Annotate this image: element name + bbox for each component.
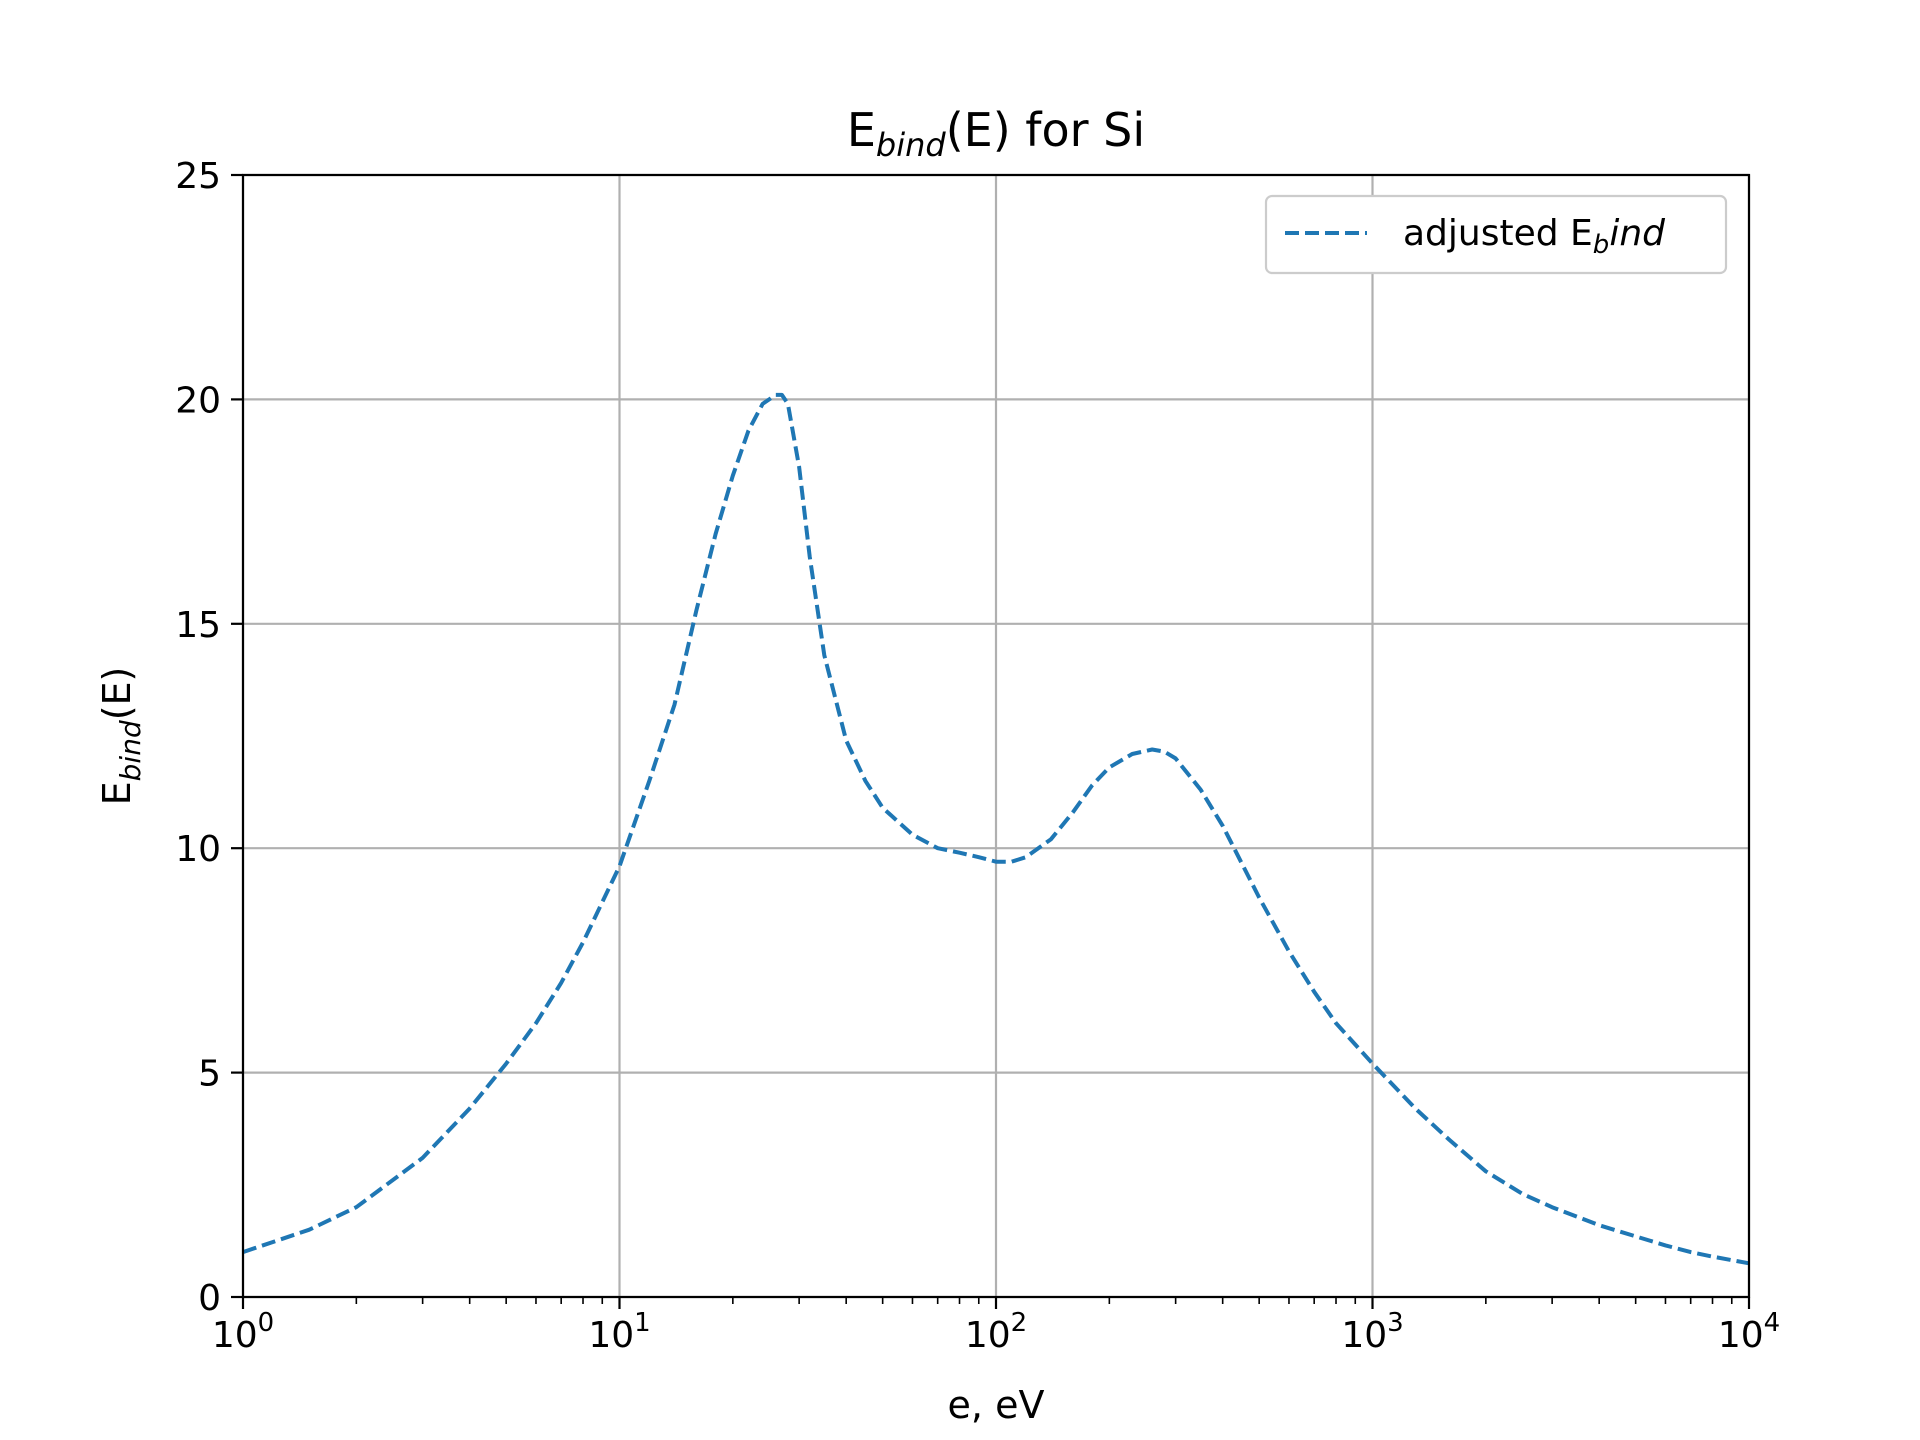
y-tick-label: 10 xyxy=(175,829,221,870)
series-group xyxy=(242,392,1750,1266)
x-tick-label: 100 xyxy=(212,1308,274,1356)
x-tick-label-base: 10 xyxy=(965,1315,1011,1356)
legend: adjusted Ebind xyxy=(1264,194,1728,275)
x-tick-label-exponent: 2 xyxy=(1011,1308,1028,1338)
legend-box xyxy=(1264,194,1728,275)
y-axis-label-subscript: bind xyxy=(114,720,147,781)
x-tick-label: 103 xyxy=(1341,1308,1403,1356)
series-line xyxy=(242,392,1750,1266)
legend-label-subscript: b xyxy=(1593,230,1610,260)
legend-label-italic: ind xyxy=(1609,213,1666,254)
y-tick-label: 20 xyxy=(175,380,221,421)
x-tick-label-base: 10 xyxy=(588,1315,634,1356)
y-axis-label-main: E xyxy=(95,781,139,805)
y-tick-label: 5 xyxy=(198,1054,221,1095)
y-tick-label: 0 xyxy=(198,1278,221,1319)
x-tick-label-exponent: 0 xyxy=(258,1308,275,1338)
legend-label-main: adjusted E xyxy=(1403,213,1593,254)
x-axis-label: e, eV xyxy=(948,1383,1045,1427)
y-axis-label: Ebind(E) xyxy=(95,667,147,806)
x-tick-label-base: 10 xyxy=(212,1315,258,1356)
chart-title-subscript: bind xyxy=(876,126,946,164)
y-axis-ticks: 0 5 10 15 20 25 xyxy=(175,156,243,1319)
y-tick-label: 25 xyxy=(175,156,221,197)
x-minor-ticks xyxy=(355,1297,1733,1304)
x-tick-label-base: 10 xyxy=(1718,1315,1764,1356)
y-tick-label: 15 xyxy=(175,605,221,646)
legend-label: adjusted Ebind xyxy=(1403,213,1666,260)
plot-area-frame xyxy=(241,173,1751,1299)
x-tick-label: 101 xyxy=(588,1308,650,1356)
y-axis-label-rest: (E) xyxy=(95,667,139,721)
x-tick-label-exponent: 4 xyxy=(1764,1308,1781,1338)
x-tick-label: 102 xyxy=(965,1308,1027,1356)
x-tick-label-exponent: 1 xyxy=(634,1308,651,1338)
chart-title-main: E xyxy=(847,103,876,157)
chart-title-rest: (E) for Si xyxy=(946,103,1145,157)
x-tick-label: 104 xyxy=(1718,1308,1780,1356)
x-axis-ticks: 100 101 102 103 104 xyxy=(212,1297,1780,1356)
x-tick-label-exponent: 3 xyxy=(1387,1308,1404,1338)
chart-title: Ebind(E) for Si xyxy=(847,103,1145,164)
x-tick-label-base: 10 xyxy=(1341,1315,1387,1356)
